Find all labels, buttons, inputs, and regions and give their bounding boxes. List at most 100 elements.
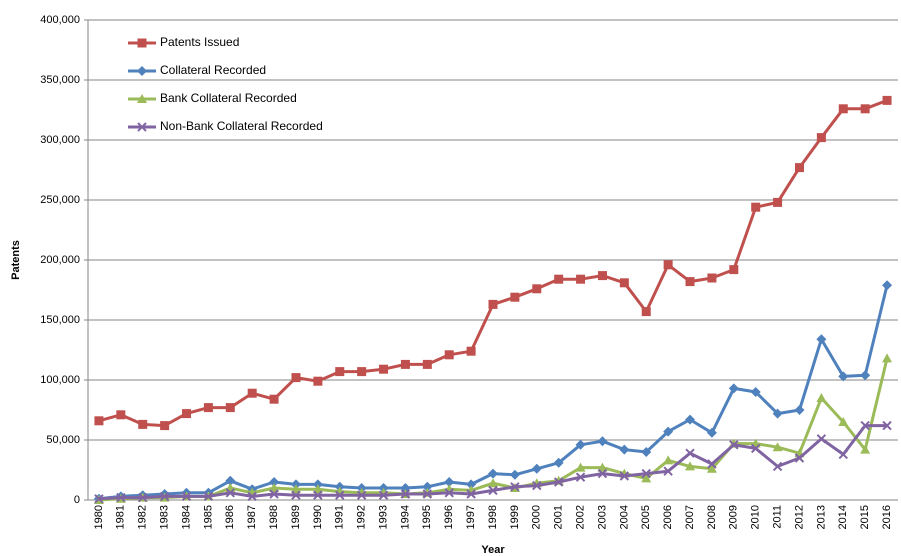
marker <box>269 483 280 492</box>
marker <box>751 202 761 212</box>
series <box>93 280 893 504</box>
marker <box>838 417 849 426</box>
x-tick-label: 1994 <box>399 505 411 529</box>
x-tick-label: 2016 <box>881 505 893 529</box>
legend-marker <box>137 122 147 132</box>
marker <box>707 273 717 283</box>
y-tick-label: 0 <box>74 494 80 506</box>
marker <box>138 492 148 503</box>
marker <box>772 442 783 452</box>
marker <box>400 489 411 499</box>
marker <box>728 383 739 394</box>
x-tick-label: 2004 <box>618 505 630 529</box>
marker <box>116 410 126 420</box>
x-tick-label: 2014 <box>837 505 849 529</box>
marker <box>247 491 257 502</box>
x-tick-label: 1992 <box>356 505 368 529</box>
marker <box>488 485 498 496</box>
marker <box>444 477 455 487</box>
x-tick-label: 1999 <box>509 505 521 529</box>
series <box>94 420 892 504</box>
marker <box>422 359 432 369</box>
marker <box>838 449 848 460</box>
marker <box>422 489 433 499</box>
marker <box>225 488 236 498</box>
x-tick-label: 1997 <box>465 505 477 529</box>
marker <box>400 359 410 369</box>
marker <box>357 367 367 377</box>
marker <box>335 490 345 500</box>
y-tick-label: 50,000 <box>46 434 80 446</box>
marker <box>882 95 892 105</box>
marker <box>576 274 586 284</box>
marker <box>94 494 104 504</box>
marker <box>225 475 236 486</box>
marker <box>794 405 805 415</box>
series <box>93 353 893 504</box>
marker <box>356 490 367 500</box>
x-tick-label: 2005 <box>640 505 652 529</box>
x-tick-label: 1983 <box>159 505 171 529</box>
marker <box>860 370 871 381</box>
x-tick-label: 1981 <box>115 505 127 529</box>
x-tick-label: 1996 <box>443 505 455 529</box>
series <box>94 95 892 431</box>
marker <box>750 443 761 454</box>
marker <box>641 447 652 457</box>
x-tick-label: 1986 <box>224 505 236 529</box>
marker <box>750 387 761 397</box>
marker <box>663 466 673 476</box>
marker <box>816 334 827 345</box>
y-tick-label: 350,000 <box>40 74 80 86</box>
marker <box>269 489 279 499</box>
marker <box>619 278 629 288</box>
marker <box>225 403 235 413</box>
marker <box>706 463 717 473</box>
marker <box>510 482 520 492</box>
marker <box>181 491 192 502</box>
marker <box>532 284 542 294</box>
marker <box>860 420 870 431</box>
marker <box>685 414 696 425</box>
x-tick-label: 2003 <box>596 505 608 529</box>
x-tick-label: 2013 <box>815 505 827 529</box>
x-tick-label: 1991 <box>334 505 346 529</box>
x-tick-label: 2000 <box>531 505 543 529</box>
x-tick-label: 2009 <box>728 505 740 529</box>
marker <box>619 471 630 481</box>
legend-marker <box>137 38 147 48</box>
marker <box>773 197 783 207</box>
marker <box>313 376 323 386</box>
marker <box>641 307 651 317</box>
x-tick-label: 2010 <box>750 505 762 529</box>
marker <box>466 479 477 490</box>
x-tick-label: 2001 <box>553 505 565 529</box>
y-tick-label: 300,000 <box>40 134 80 146</box>
marker <box>838 371 849 382</box>
marker <box>641 473 652 483</box>
marker <box>707 459 717 469</box>
line <box>98 98 888 428</box>
x-tick-label: 1995 <box>421 505 433 529</box>
legend-label: Collateral Recorded <box>160 63 266 77</box>
x-tick-label: 1990 <box>312 505 324 529</box>
marker <box>882 420 892 431</box>
marker <box>597 271 607 281</box>
marker <box>860 444 871 454</box>
marker <box>444 350 454 360</box>
marker <box>685 448 695 458</box>
marker <box>597 468 608 479</box>
x-tick-label: 2015 <box>859 505 871 529</box>
marker <box>269 477 280 487</box>
marker <box>290 484 301 494</box>
marker <box>138 419 148 429</box>
marker <box>488 299 498 309</box>
marker <box>663 426 674 437</box>
marker <box>509 469 520 480</box>
marker <box>772 461 783 472</box>
marker <box>575 462 586 472</box>
marker <box>466 489 476 499</box>
marker <box>160 421 170 431</box>
marker <box>860 104 870 114</box>
